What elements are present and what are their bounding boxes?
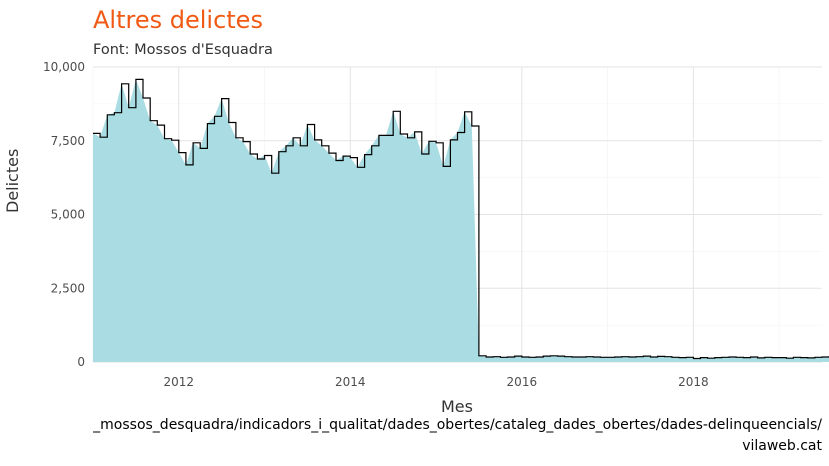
chart-subtitle: Font: Mossos d'Esquadra: [93, 42, 273, 58]
x-tick-label: 2012: [163, 375, 194, 389]
x-tick-label: 2016: [507, 375, 538, 389]
y-tick-label: 7,500: [51, 134, 85, 148]
y-tick-label: 2,500: [51, 281, 85, 295]
y-tick-label: 10,000: [43, 60, 85, 74]
chart-title: Altres delictes: [93, 6, 263, 34]
area-series: [93, 79, 829, 362]
x-axis-label: Mes: [441, 397, 473, 416]
source-site: vilaweb.cat: [742, 438, 822, 454]
x-tick-label: 2014: [335, 375, 366, 389]
y-tick-label: 5,000: [51, 208, 85, 222]
source-url: _mossos_desquadra/indicadors_i_qualitat/…: [93, 417, 822, 433]
step-line-series: [93, 78, 829, 360]
y-tick-label: 0: [77, 355, 85, 369]
x-tick-label: 2018: [678, 375, 709, 389]
